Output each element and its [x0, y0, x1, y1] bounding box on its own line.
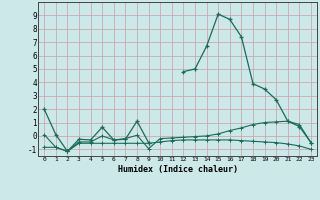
X-axis label: Humidex (Indice chaleur): Humidex (Indice chaleur): [118, 165, 238, 174]
